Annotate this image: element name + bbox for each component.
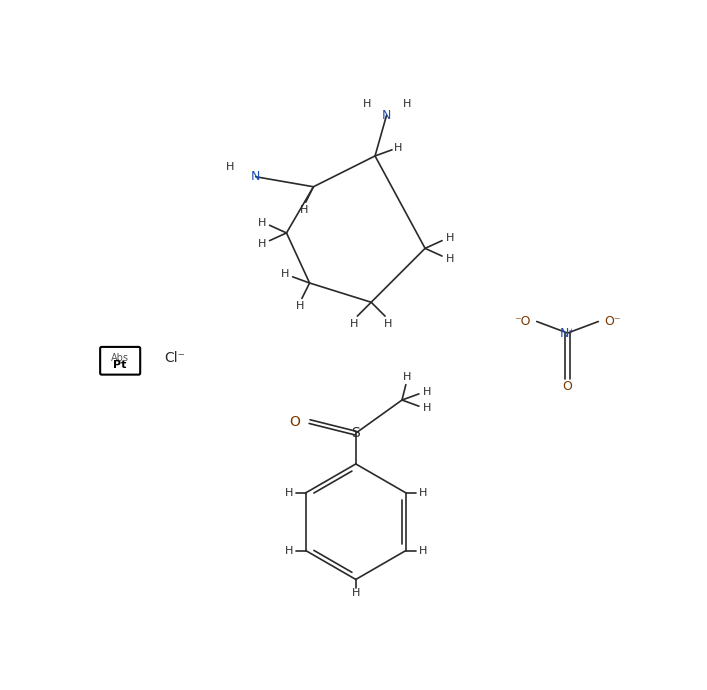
Text: Cl⁻: Cl⁻ (164, 351, 185, 365)
Text: H: H (350, 319, 358, 329)
Text: H: H (363, 99, 372, 109)
Text: Pt: Pt (114, 359, 127, 370)
Text: H: H (445, 233, 454, 244)
Text: H: H (300, 205, 308, 215)
Text: H: H (285, 546, 293, 555)
Text: H: H (419, 546, 427, 555)
Text: H: H (403, 372, 411, 382)
Text: H: H (394, 144, 402, 153)
Text: N⁺: N⁺ (559, 326, 575, 339)
Text: Abs: Abs (111, 353, 129, 364)
Text: H: H (296, 301, 305, 311)
Text: H: H (257, 239, 266, 248)
Text: H: H (423, 403, 431, 413)
Text: H: H (445, 254, 454, 264)
Text: H: H (281, 269, 289, 279)
Text: H: H (403, 99, 411, 109)
Text: H: H (285, 488, 293, 497)
Text: O: O (289, 415, 300, 428)
Text: H: H (384, 319, 392, 329)
Text: H: H (226, 163, 235, 172)
Text: ⁻O: ⁻O (514, 315, 530, 328)
Text: O⁻: O⁻ (604, 315, 621, 328)
Text: H: H (351, 589, 360, 598)
Text: N: N (382, 108, 391, 121)
Text: O: O (563, 380, 573, 393)
Text: S: S (351, 426, 360, 440)
Text: H: H (419, 488, 427, 497)
Text: H: H (257, 218, 266, 228)
Text: N: N (251, 170, 260, 184)
Text: H: H (423, 387, 431, 397)
FancyBboxPatch shape (100, 347, 140, 375)
